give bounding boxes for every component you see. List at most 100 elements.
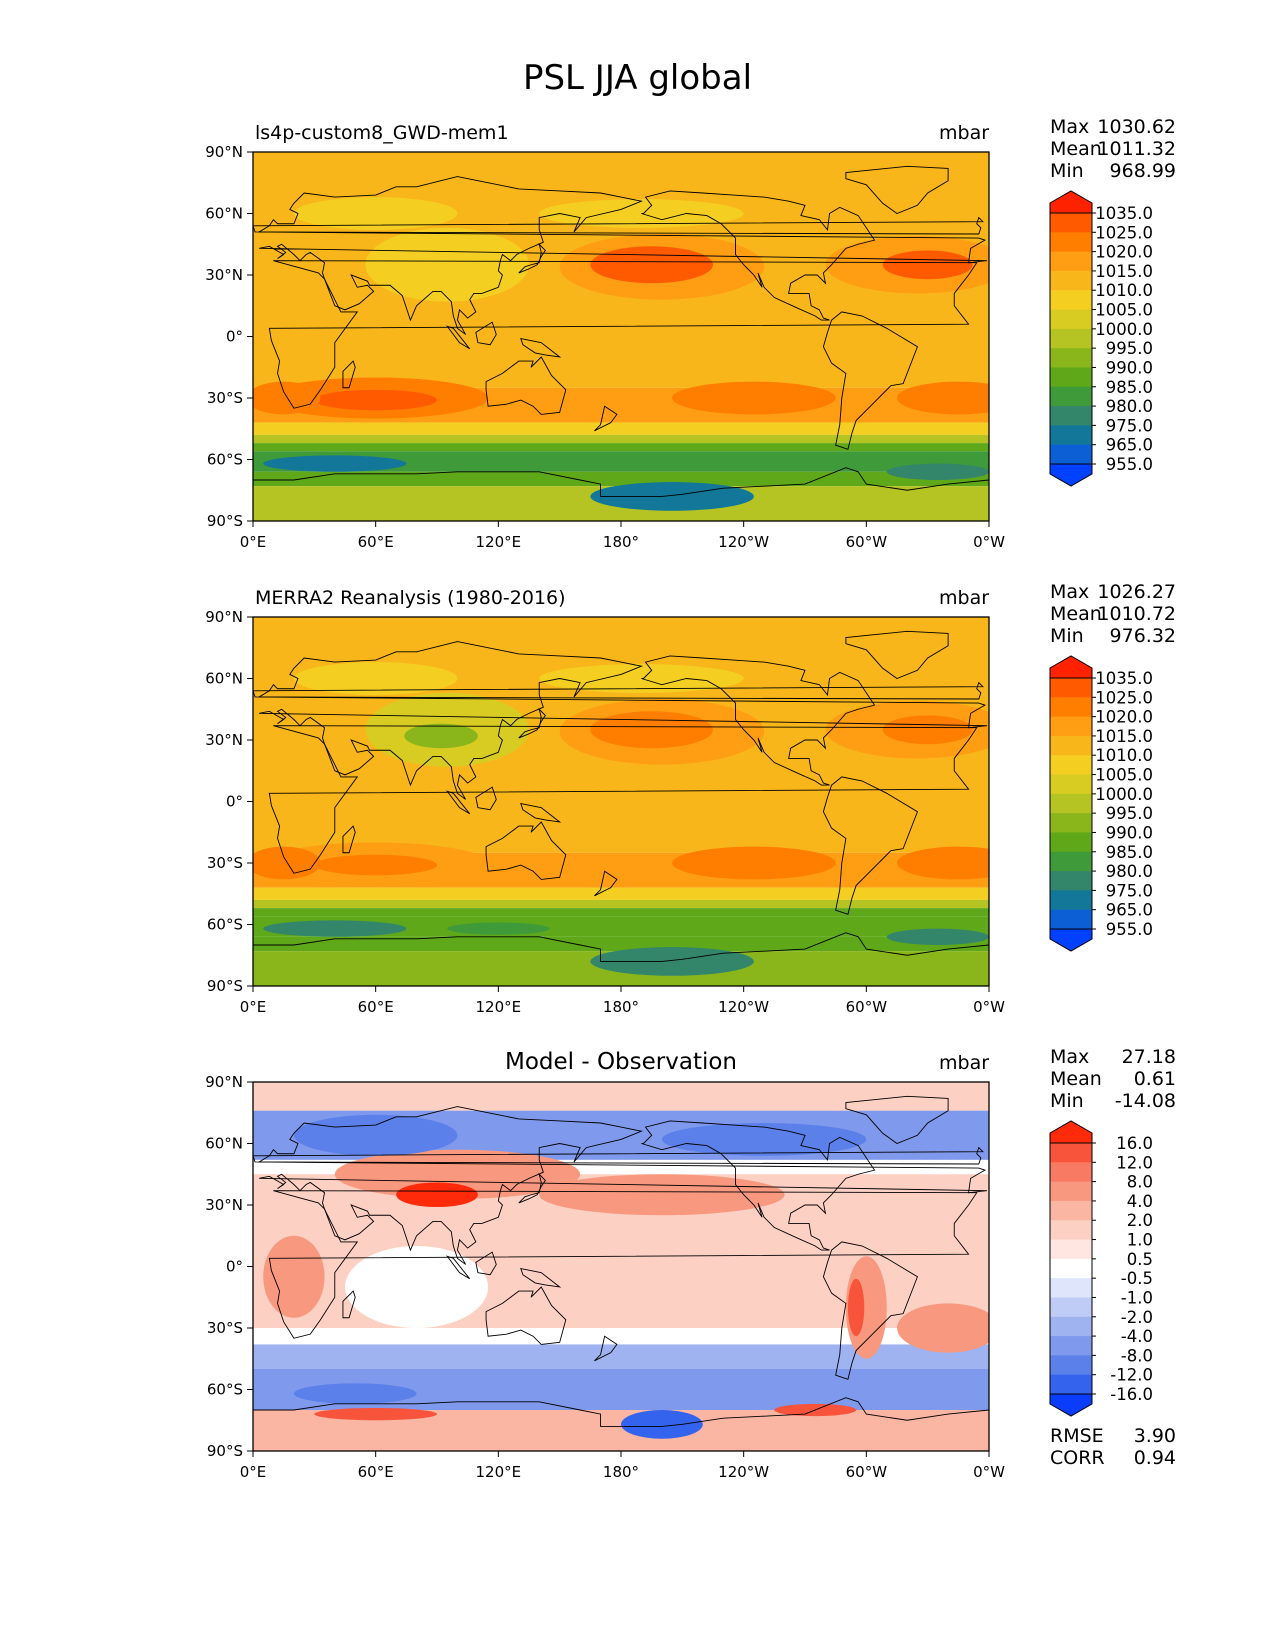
colorbar-segment	[1050, 309, 1092, 330]
colorbar-extend-min	[1049, 463, 1093, 487]
coastline-antarctica	[253, 467, 990, 497]
coastline-newguinea	[520, 802, 562, 823]
stat-label: Max	[1050, 116, 1090, 138]
colorbar-level-label: 16.0	[1116, 1134, 1153, 1153]
y-tick-label: 60°S	[207, 451, 243, 469]
coastline-borneo	[475, 786, 497, 811]
coastline-samerica	[822, 1241, 919, 1380]
colorbar-segment	[1050, 716, 1092, 737]
stat-label: Max	[1050, 581, 1090, 603]
coastline-britain	[252, 216, 984, 235]
colorbar-level-label: 985.0	[1106, 378, 1153, 397]
metric-value: 3.90	[1133, 1425, 1176, 1447]
y-tick-label: 60°S	[207, 1381, 243, 1399]
colorbar-level-label: 995.0	[1106, 804, 1153, 823]
coastline-australia	[485, 821, 567, 880]
colorbar-level-label: -4.0	[1121, 1327, 1153, 1346]
colorbar-segment	[1050, 425, 1092, 446]
stats-box: Max 1026.27 Mean 1010.72 Min 976.32	[1050, 581, 1176, 647]
y-tick-label: 30°N	[205, 1196, 243, 1214]
colorbar-segment	[1050, 251, 1092, 272]
colorbar-segment	[1050, 406, 1092, 426]
units-label: mbar	[939, 587, 990, 609]
coastline-newguinea	[520, 337, 562, 358]
colorbar-level-label: 4.0	[1127, 1192, 1153, 1211]
coastline-australia	[485, 356, 567, 415]
colorbar-segment	[1050, 1316, 1092, 1337]
y-tick-label: 30°N	[205, 731, 243, 749]
colorbar-level-label: -2.0	[1121, 1308, 1153, 1327]
colorbar-segment	[1050, 1239, 1092, 1260]
metric-rmse: RMSE 3.90	[1050, 1425, 1176, 1447]
coastline-eurasia	[257, 641, 988, 800]
y-tick-label: 30°S	[207, 854, 243, 872]
coastlines	[252, 165, 990, 497]
x-tick-label: 0°E	[240, 1463, 267, 1481]
colorbar-level-label: 980.0	[1106, 862, 1153, 881]
colorbar-level-label: 1005.0	[1095, 301, 1153, 320]
colorbar-level-label: 1020.0	[1095, 708, 1153, 727]
stat-mean: Mean 1010.72	[1050, 603, 1176, 625]
y-tick-label: 0°	[226, 1258, 243, 1276]
coastline-sumatra	[445, 1255, 471, 1280]
stats-box: Max 27.18 Mean 0.61 Min -14.08	[1050, 1046, 1176, 1112]
stat-label: Min	[1050, 625, 1084, 647]
y-tick-label: 60°S	[207, 916, 243, 934]
colorbar-segment	[1050, 1143, 1092, 1163]
stat-mean: Mean 0.61	[1050, 1068, 1176, 1090]
stat-max: Max 1030.62	[1050, 116, 1176, 138]
stat-value: 976.32	[1109, 625, 1176, 647]
panel-3: 0°E 60°E 120°E 180° 120°W 60°W 0°W 90°N 60°N 30°N…	[205, 1073, 1153, 1481]
stat-value: 27.18	[1121, 1046, 1176, 1068]
colorbar-segment	[1050, 755, 1092, 776]
panel-title: ls4p-custom8_GWD-mem1	[255, 122, 509, 144]
figure-title: PSL JJA global	[522, 58, 753, 98]
coastline-samerica	[822, 311, 919, 450]
x-tick-label: 60°W	[846, 998, 888, 1016]
stat-label: Max	[1050, 1046, 1090, 1068]
colorbar-segment	[1050, 909, 1092, 930]
colorbar-level-label: 975.0	[1106, 881, 1153, 900]
y-tick-label: 0°	[226, 793, 243, 811]
colorbar-level-label: 985.0	[1106, 843, 1153, 862]
y-tick-label: 90°S	[207, 977, 243, 995]
x-tick-label: 120°E	[476, 1463, 522, 1481]
y-tick-label: 90°S	[207, 1442, 243, 1460]
stat-label: Min	[1050, 1090, 1084, 1112]
colorbar-level-label: 955.0	[1106, 455, 1153, 474]
colorbar-segment	[1050, 1336, 1092, 1356]
stat-min: Min -14.08	[1050, 1090, 1176, 1112]
y-tick-label: 30°S	[207, 1319, 243, 1337]
x-tick-label: 60°E	[358, 1463, 394, 1481]
colorbar-segment	[1050, 1162, 1092, 1183]
coastline-antarctica	[253, 932, 990, 962]
colorbar-level-label: 1035.0	[1095, 204, 1153, 223]
colorbar-level-label: 980.0	[1106, 397, 1153, 416]
coastline-antarctica	[253, 1397, 990, 1427]
colorbar-level-label: 965.0	[1106, 436, 1153, 455]
coastline-eurasia	[257, 176, 988, 335]
coastline-samerica	[822, 776, 919, 915]
colorbar-segment	[1050, 232, 1092, 253]
colorbar-level-label: 8.0	[1127, 1173, 1153, 1192]
x-tick-label: 180°	[603, 1463, 639, 1481]
colorbar-segment	[1050, 270, 1092, 291]
metric-value: 0.94	[1133, 1447, 1176, 1469]
panel-title: MERRA2 Reanalysis (1980-2016)	[255, 587, 566, 609]
coastline-sumatra	[445, 790, 471, 815]
stat-label: Min	[1050, 160, 1084, 182]
coastline-greenland	[845, 630, 949, 680]
stat-label: Mean	[1050, 138, 1102, 160]
colorbar-level-label: -8.0	[1121, 1346, 1153, 1365]
coastline-britain	[252, 681, 984, 700]
y-tick-label: 90°N	[205, 143, 243, 161]
y-tick-label: 90°N	[205, 608, 243, 626]
coastlines	[252, 1095, 990, 1427]
y-tick-label: 60°N	[205, 1135, 243, 1153]
stat-mean: Mean 1011.32	[1050, 138, 1176, 160]
metric-label: RMSE	[1050, 1425, 1104, 1447]
colorbar-segment	[1050, 793, 1092, 814]
colorbar-segment	[1050, 678, 1092, 698]
panel-2: 0°E 60°E 120°E 180° 120°W 60°W 0°W 90°N 60°N 30°N…	[205, 608, 1153, 1016]
coastline-namerica	[641, 655, 876, 786]
